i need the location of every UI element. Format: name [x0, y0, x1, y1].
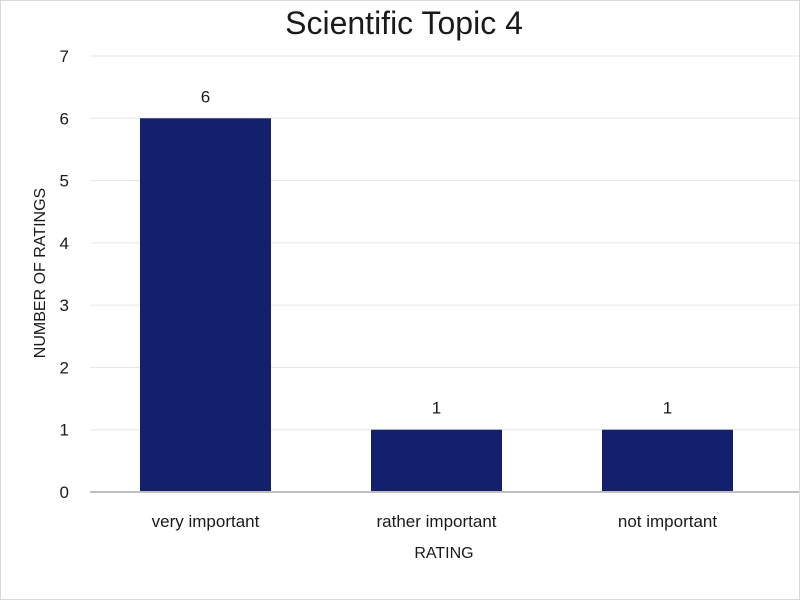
- bar-data-label: 1: [432, 399, 441, 418]
- y-axis-label: NUMBER OF RATINGS: [32, 188, 49, 358]
- y-tick-labels: 0 1 2 3 4 5 6 7: [60, 47, 69, 502]
- bar: [371, 429, 502, 492]
- bar: [602, 429, 733, 492]
- x-tick-labels: very important rather important not import…: [152, 512, 718, 531]
- x-category-label: not important: [618, 512, 717, 531]
- y-tick-label: 3: [60, 296, 69, 315]
- x-category-label: rather important: [377, 512, 497, 531]
- y-tick-label: 7: [60, 47, 69, 66]
- y-tick-label: 0: [60, 483, 69, 502]
- bar-data-label: 6: [201, 87, 210, 106]
- data-labels: 6 1 1: [201, 87, 672, 417]
- y-tick-label: 4: [60, 234, 69, 253]
- bar: [140, 118, 271, 493]
- x-category-label: very important: [152, 512, 260, 531]
- y-tick-label: 6: [60, 109, 69, 128]
- y-tick-label: 5: [60, 172, 69, 191]
- y-tick-label: 1: [60, 421, 69, 440]
- x-axis-label: RATING: [414, 545, 473, 562]
- bars: [140, 118, 733, 493]
- y-tick-label: 2: [60, 358, 69, 377]
- bar-data-label: 1: [663, 399, 672, 418]
- chart-title: Scientific Topic 4: [285, 5, 523, 41]
